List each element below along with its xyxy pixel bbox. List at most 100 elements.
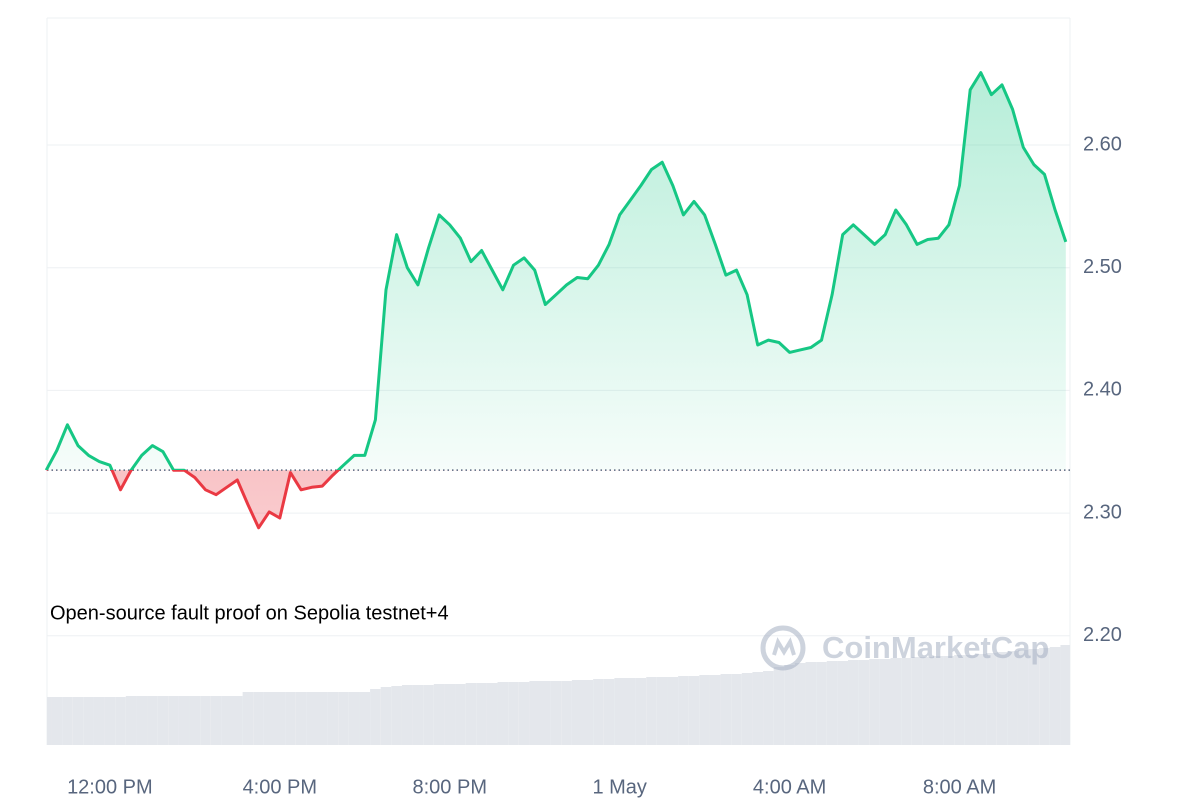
volume-bar	[232, 696, 243, 745]
x-tick-label: 4:00 AM	[753, 776, 826, 798]
volume-bar	[221, 696, 233, 745]
volume-bar	[614, 678, 625, 745]
volume-bar	[104, 697, 116, 745]
volume-bar	[359, 692, 371, 745]
volume-bar	[444, 684, 456, 745]
x-tick-label: 1 May	[592, 776, 646, 798]
volume-bar	[83, 697, 94, 745]
volume-bar	[540, 681, 551, 745]
volume-bar	[338, 692, 349, 745]
volume-bar	[125, 696, 137, 745]
volume-bar	[168, 696, 179, 745]
volume-bar	[316, 692, 328, 745]
volume-bar	[157, 696, 169, 745]
volume-bar	[486, 683, 498, 745]
volume-bar	[529, 681, 541, 745]
volume-bar	[996, 652, 1008, 745]
volume-bar	[1007, 651, 1018, 745]
volume-bar	[763, 671, 774, 745]
volume-bar	[975, 654, 987, 745]
volume-bar	[285, 692, 296, 745]
volume-bar	[295, 692, 307, 745]
x-tick-label: 4:00 PM	[243, 776, 317, 798]
volume-bar	[964, 655, 976, 745]
y-tick-label: 2.40	[1083, 379, 1122, 401]
volume-bar	[200, 696, 211, 745]
volume-bar	[455, 684, 466, 745]
volume-bar	[688, 676, 700, 745]
volume-bar	[189, 696, 201, 745]
x-tick-label: 8:00 PM	[413, 776, 487, 798]
volume-bar	[348, 692, 360, 745]
volume-bar	[731, 674, 742, 745]
volume-bar	[826, 661, 838, 745]
volume-bar	[848, 660, 859, 745]
annotation: Open-source fault proof on Sepolia testn…	[50, 602, 449, 624]
y-tick-label: 2.50	[1083, 256, 1122, 278]
volume-bar	[1028, 649, 1040, 745]
volume-bar	[497, 682, 509, 745]
volume-bar	[115, 697, 126, 745]
volume-bar	[816, 662, 827, 745]
price-line	[44, 71, 1068, 530]
volume-bar	[178, 696, 190, 745]
volume-bar	[93, 697, 105, 745]
volume-bar	[901, 658, 912, 745]
volume-bar	[1017, 650, 1029, 745]
volume-bar	[423, 685, 434, 745]
volume-bar	[274, 692, 286, 745]
volume-bar	[550, 681, 562, 745]
volume-bar	[147, 696, 158, 745]
x-tick-label: 8:00 AM	[923, 776, 996, 798]
volume-bar	[656, 677, 668, 745]
volume-bar	[571, 680, 583, 745]
volume-bar	[433, 684, 445, 745]
volume-bar	[210, 696, 222, 745]
x-tick-label: 12:00 PM	[67, 776, 153, 798]
volume-bar	[327, 692, 339, 745]
volume-bar	[699, 675, 710, 745]
volume-bar	[1049, 647, 1061, 745]
volume-bar	[794, 663, 806, 745]
volume-bar	[752, 672, 764, 745]
volume-bar	[954, 655, 965, 745]
volume-bar	[922, 657, 933, 745]
volume-bar	[879, 659, 891, 745]
volume-bar	[518, 682, 530, 745]
volume-bar	[62, 697, 73, 745]
volume-bar	[370, 689, 381, 745]
volume-bar	[593, 679, 604, 745]
y-tick-label: 2.60	[1083, 133, 1122, 155]
volume-bar	[869, 659, 880, 745]
watermark-text: CoinMarketCap	[822, 630, 1049, 665]
volume-bar	[603, 679, 615, 745]
price-area	[46, 72, 1066, 528]
volume-bar	[986, 653, 997, 745]
volume-bar	[911, 657, 923, 745]
volume-bar	[646, 677, 657, 745]
volume-bar	[720, 674, 732, 745]
volume-bar	[667, 677, 679, 745]
volume-bar	[890, 658, 902, 745]
volume-bar	[72, 697, 84, 745]
volume-bar	[136, 696, 148, 745]
y-tick-label: 2.30	[1083, 501, 1122, 523]
volume-bar	[561, 681, 572, 745]
volume-bar	[943, 656, 955, 745]
volume-bar	[391, 686, 402, 745]
volume-bar	[380, 687, 392, 745]
volume-bar	[932, 656, 944, 745]
y-tick-label: 2.20	[1083, 624, 1122, 646]
volume-bar	[508, 682, 519, 745]
volume-bar	[1060, 645, 1070, 745]
volume-bar	[741, 673, 753, 745]
volume-bar	[242, 692, 254, 745]
volume-bar	[263, 692, 275, 745]
volume-bar	[51, 697, 63, 745]
watermark: CoinMarketCap	[760, 625, 1049, 671]
volume-bar	[582, 680, 594, 745]
volume-bar	[476, 683, 487, 745]
volume-bar	[805, 662, 817, 745]
volume-bar	[709, 675, 721, 745]
